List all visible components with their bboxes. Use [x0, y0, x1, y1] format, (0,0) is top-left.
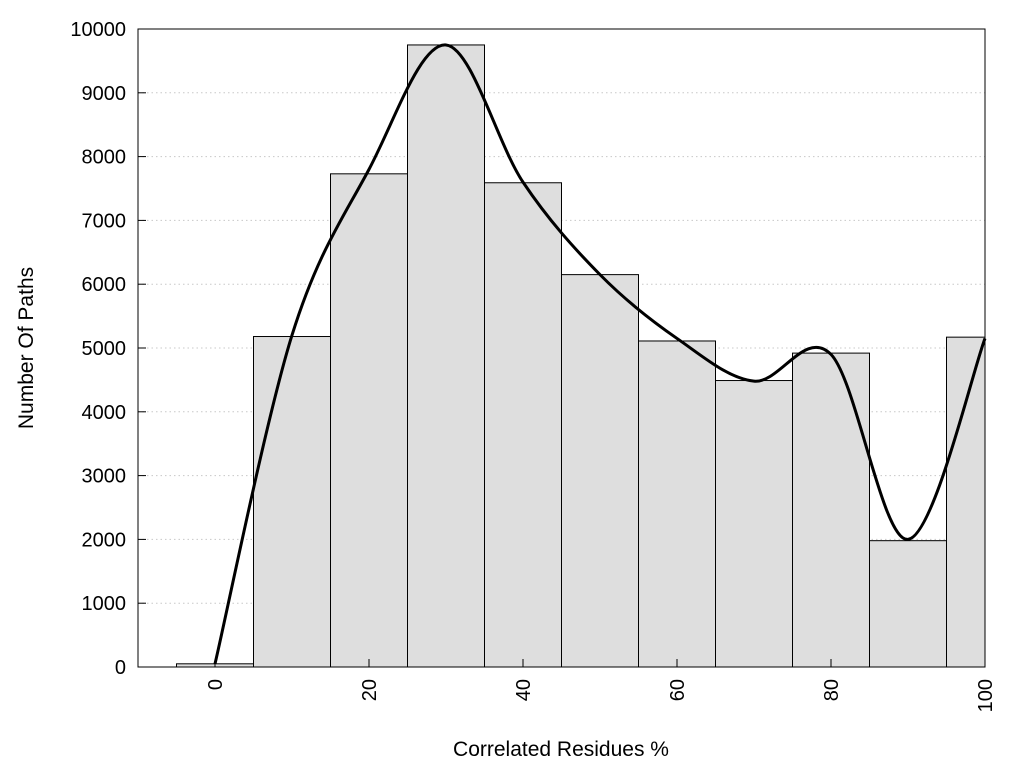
y-tick-label: 5000	[82, 338, 127, 360]
y-tick-label: 3000	[82, 466, 127, 488]
histogram-bar-20	[330, 173, 408, 668]
x-axis-title: Correlated Residues %	[453, 738, 669, 761]
y-tick-label: 10000	[70, 19, 126, 41]
histogram-bar-60	[638, 340, 716, 668]
y-tick-label: 7000	[82, 210, 127, 232]
histogram-bar-80	[792, 352, 870, 668]
y-tick-label: 8000	[82, 147, 127, 169]
y-tick-label: 0	[115, 657, 126, 679]
trend-curve	[213, 43, 987, 665]
y-axis-ticks: 0 1000 2000 3000 4000 5000 6000 7000 8000 9000 100…	[70, 19, 146, 679]
histogram-bar-40	[484, 182, 562, 668]
x-tick-label: 80	[821, 679, 843, 701]
y-tick-label: 9000	[82, 83, 127, 105]
y-tick-label: 2000	[82, 529, 127, 551]
x-tick-label: 60	[667, 679, 689, 701]
x-tick-label: 0	[205, 679, 227, 690]
x-axis-ticks: 0 20 40 60 80 100	[205, 659, 997, 712]
y-tick-label: 1000	[82, 593, 127, 615]
histogram-bar-90	[869, 540, 947, 668]
x-tick-label: 100	[975, 679, 997, 712]
histogram-bar-30	[407, 44, 485, 668]
x-tick-label: 40	[513, 679, 535, 701]
y-tick-label: 4000	[82, 402, 127, 424]
histogram-bar-100	[946, 336, 986, 668]
bars	[176, 44, 986, 668]
histogram-bar-70	[715, 380, 793, 668]
trend-curve-line	[213, 43, 987, 665]
histogram-bar-10	[253, 336, 331, 668]
y-axis-title: Number Of Paths	[15, 267, 38, 429]
histogram-bar-50	[561, 274, 639, 668]
y-tick-label: 6000	[82, 274, 127, 296]
x-tick-label: 20	[359, 679, 381, 701]
